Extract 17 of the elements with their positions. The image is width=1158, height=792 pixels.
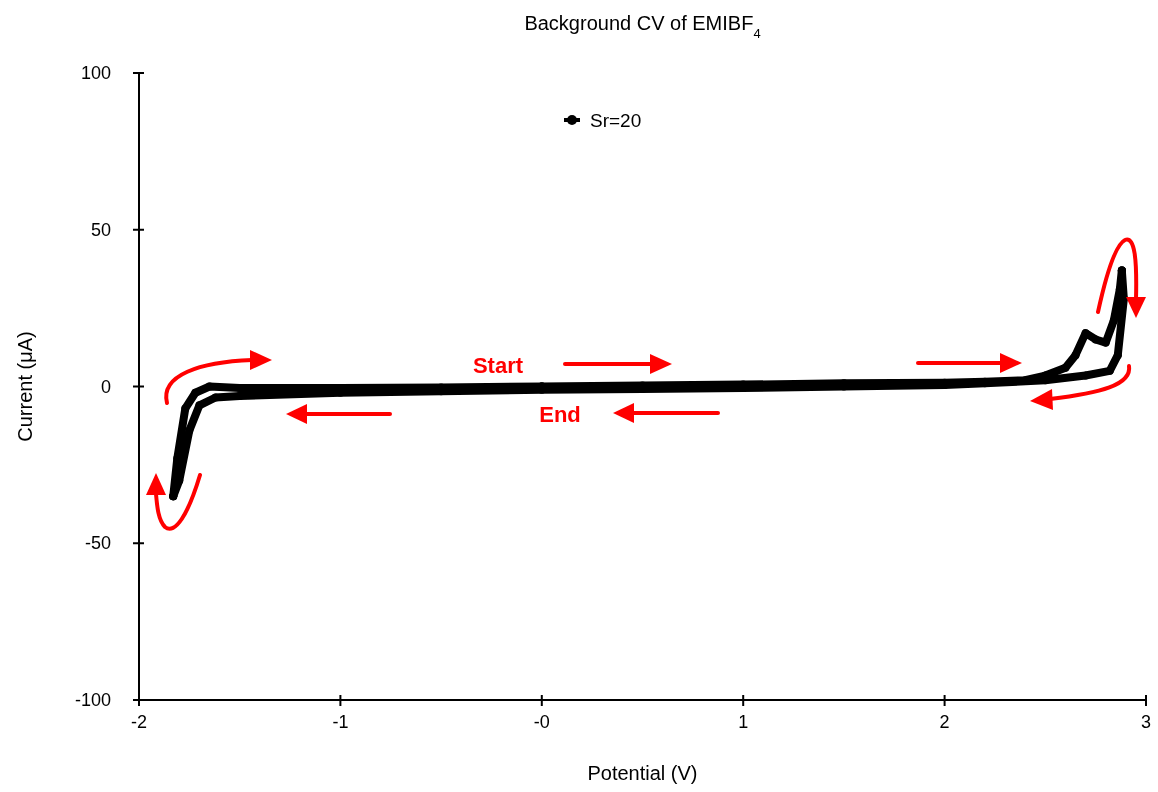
y-tick-label: -50 (84, 533, 111, 554)
annotation: End (539, 402, 581, 427)
x-tick-label: -0 (533, 712, 550, 732)
x-tick-label: 2 (939, 712, 950, 732)
x-tick-label: 1 (738, 712, 749, 732)
y-axis-title: Current (μA) (14, 331, 36, 442)
x-tick-label: -1 (332, 712, 349, 732)
legend-label: Sr=20 (590, 110, 642, 131)
chart-title: Background CV of EMIBF$_{4}$ (524, 12, 761, 41)
y-tick-label: 100 (80, 63, 111, 83)
annotation: Start (472, 353, 524, 378)
y-tick-label: -100 (74, 690, 111, 710)
x-tick-label: -2 (130, 712, 148, 732)
x-tick-label: 3 (1140, 712, 1152, 732)
y-tick-label: 50 (90, 219, 111, 240)
x-axis-title: Potential (V) (587, 762, 698, 784)
y-tick-label: 0 (100, 376, 111, 397)
